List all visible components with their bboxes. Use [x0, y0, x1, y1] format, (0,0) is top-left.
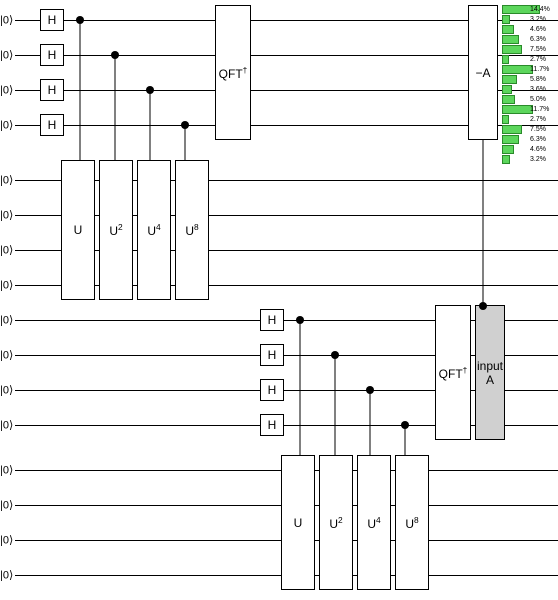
ket-label: |0⟩: [0, 314, 13, 327]
control-dot: [366, 386, 374, 394]
measure-a-gate: −A: [468, 5, 498, 140]
ket-label: |0⟩: [0, 534, 13, 547]
ket-label: |0⟩: [0, 464, 13, 477]
control-line: [150, 90, 151, 160]
control-line: [405, 425, 406, 455]
ket-label: |0⟩: [0, 384, 13, 397]
control-line: [185, 125, 186, 160]
hist-bar: [502, 55, 509, 64]
hist-label: 5.8%: [530, 76, 546, 83]
u-gate: U4: [357, 455, 391, 590]
hist-label: 3.2%: [530, 16, 546, 23]
control-dot: [181, 121, 189, 129]
u-gate: U2: [99, 160, 133, 300]
hadamard-gate: H: [260, 344, 284, 366]
hadamard-gate: H: [260, 414, 284, 436]
hist-label: 6.3%: [530, 36, 546, 43]
hist-bar: [502, 95, 515, 104]
hadamard-gate: H: [40, 9, 64, 31]
hist-bar: [502, 155, 510, 164]
control-dot: [111, 51, 119, 59]
hist-bar: [502, 115, 509, 124]
hist-bar: [502, 75, 517, 84]
hist-label: 11.7%: [530, 106, 549, 113]
hist-bar: [502, 85, 512, 94]
control-dot: [76, 16, 84, 24]
ket-label: |0⟩: [0, 119, 13, 132]
u-gate: U8: [175, 160, 209, 300]
hist-label: 2.7%: [530, 116, 546, 123]
classical-link-dot: [479, 302, 487, 310]
hadamard-gate: H: [40, 79, 64, 101]
ket-label: |0⟩: [0, 84, 13, 97]
hist-bar: [502, 65, 533, 74]
control-line: [80, 20, 81, 160]
ket-label: |0⟩: [0, 419, 13, 432]
hadamard-gate: H: [40, 44, 64, 66]
hist-label: 6.3%: [530, 136, 546, 143]
hist-label: 5.0%: [530, 96, 546, 103]
hadamard-gate: H: [40, 114, 64, 136]
u-gate: U2: [319, 455, 353, 590]
hist-bar: [502, 105, 533, 114]
hadamard-gate: H: [260, 379, 284, 401]
hist-label: 7.5%: [530, 126, 546, 133]
hist-label: 3.6%: [530, 86, 546, 93]
u-gate: U: [61, 160, 95, 300]
qubit-wire: [15, 180, 558, 181]
qft-dagger-gate: QFT†: [435, 305, 471, 440]
control-line: [335, 355, 336, 455]
u-gate: U4: [137, 160, 171, 300]
ket-label: |0⟩: [0, 499, 13, 512]
control-line: [300, 320, 301, 455]
qft-dagger-gate: QFT†: [215, 5, 251, 140]
ket-label: |0⟩: [0, 349, 13, 362]
ket-label: |0⟩: [0, 569, 13, 582]
hist-label: 3.2%: [530, 156, 546, 163]
hadamard-gate: H: [260, 309, 284, 331]
control-dot: [331, 351, 339, 359]
ket-label: |0⟩: [0, 174, 13, 187]
ket-label: |0⟩: [0, 14, 13, 27]
u-gate: U: [281, 455, 315, 590]
qubit-wire: [15, 285, 558, 286]
hist-bar: [502, 15, 510, 24]
hist-bar: [502, 45, 522, 54]
control-line: [115, 55, 116, 160]
hist-bar: [502, 35, 519, 44]
hist-bar: [502, 25, 514, 34]
ket-label: |0⟩: [0, 279, 13, 292]
input-a-gate: inputA: [475, 305, 505, 440]
control-dot: [401, 421, 409, 429]
hist-bar: [502, 145, 514, 154]
hist-label: 7.5%: [530, 46, 546, 53]
hist-label: 11.7%: [530, 66, 549, 73]
control-line: [370, 390, 371, 455]
ket-label: |0⟩: [0, 244, 13, 257]
control-dot: [146, 86, 154, 94]
hist-bar: [502, 125, 522, 134]
classical-link: [483, 140, 484, 306]
hist-label: 4.6%: [530, 146, 546, 153]
u-gate: U8: [395, 455, 429, 590]
ket-label: |0⟩: [0, 209, 13, 222]
control-dot: [296, 316, 304, 324]
hist-label: 4.6%: [530, 26, 546, 33]
hist-label: 14.4%: [530, 6, 550, 13]
ket-label: |0⟩: [0, 49, 13, 62]
qubit-wire: [15, 250, 558, 251]
hist-label: 2.7%: [530, 56, 546, 63]
hist-bar: [502, 135, 519, 144]
qubit-wire: [15, 215, 558, 216]
